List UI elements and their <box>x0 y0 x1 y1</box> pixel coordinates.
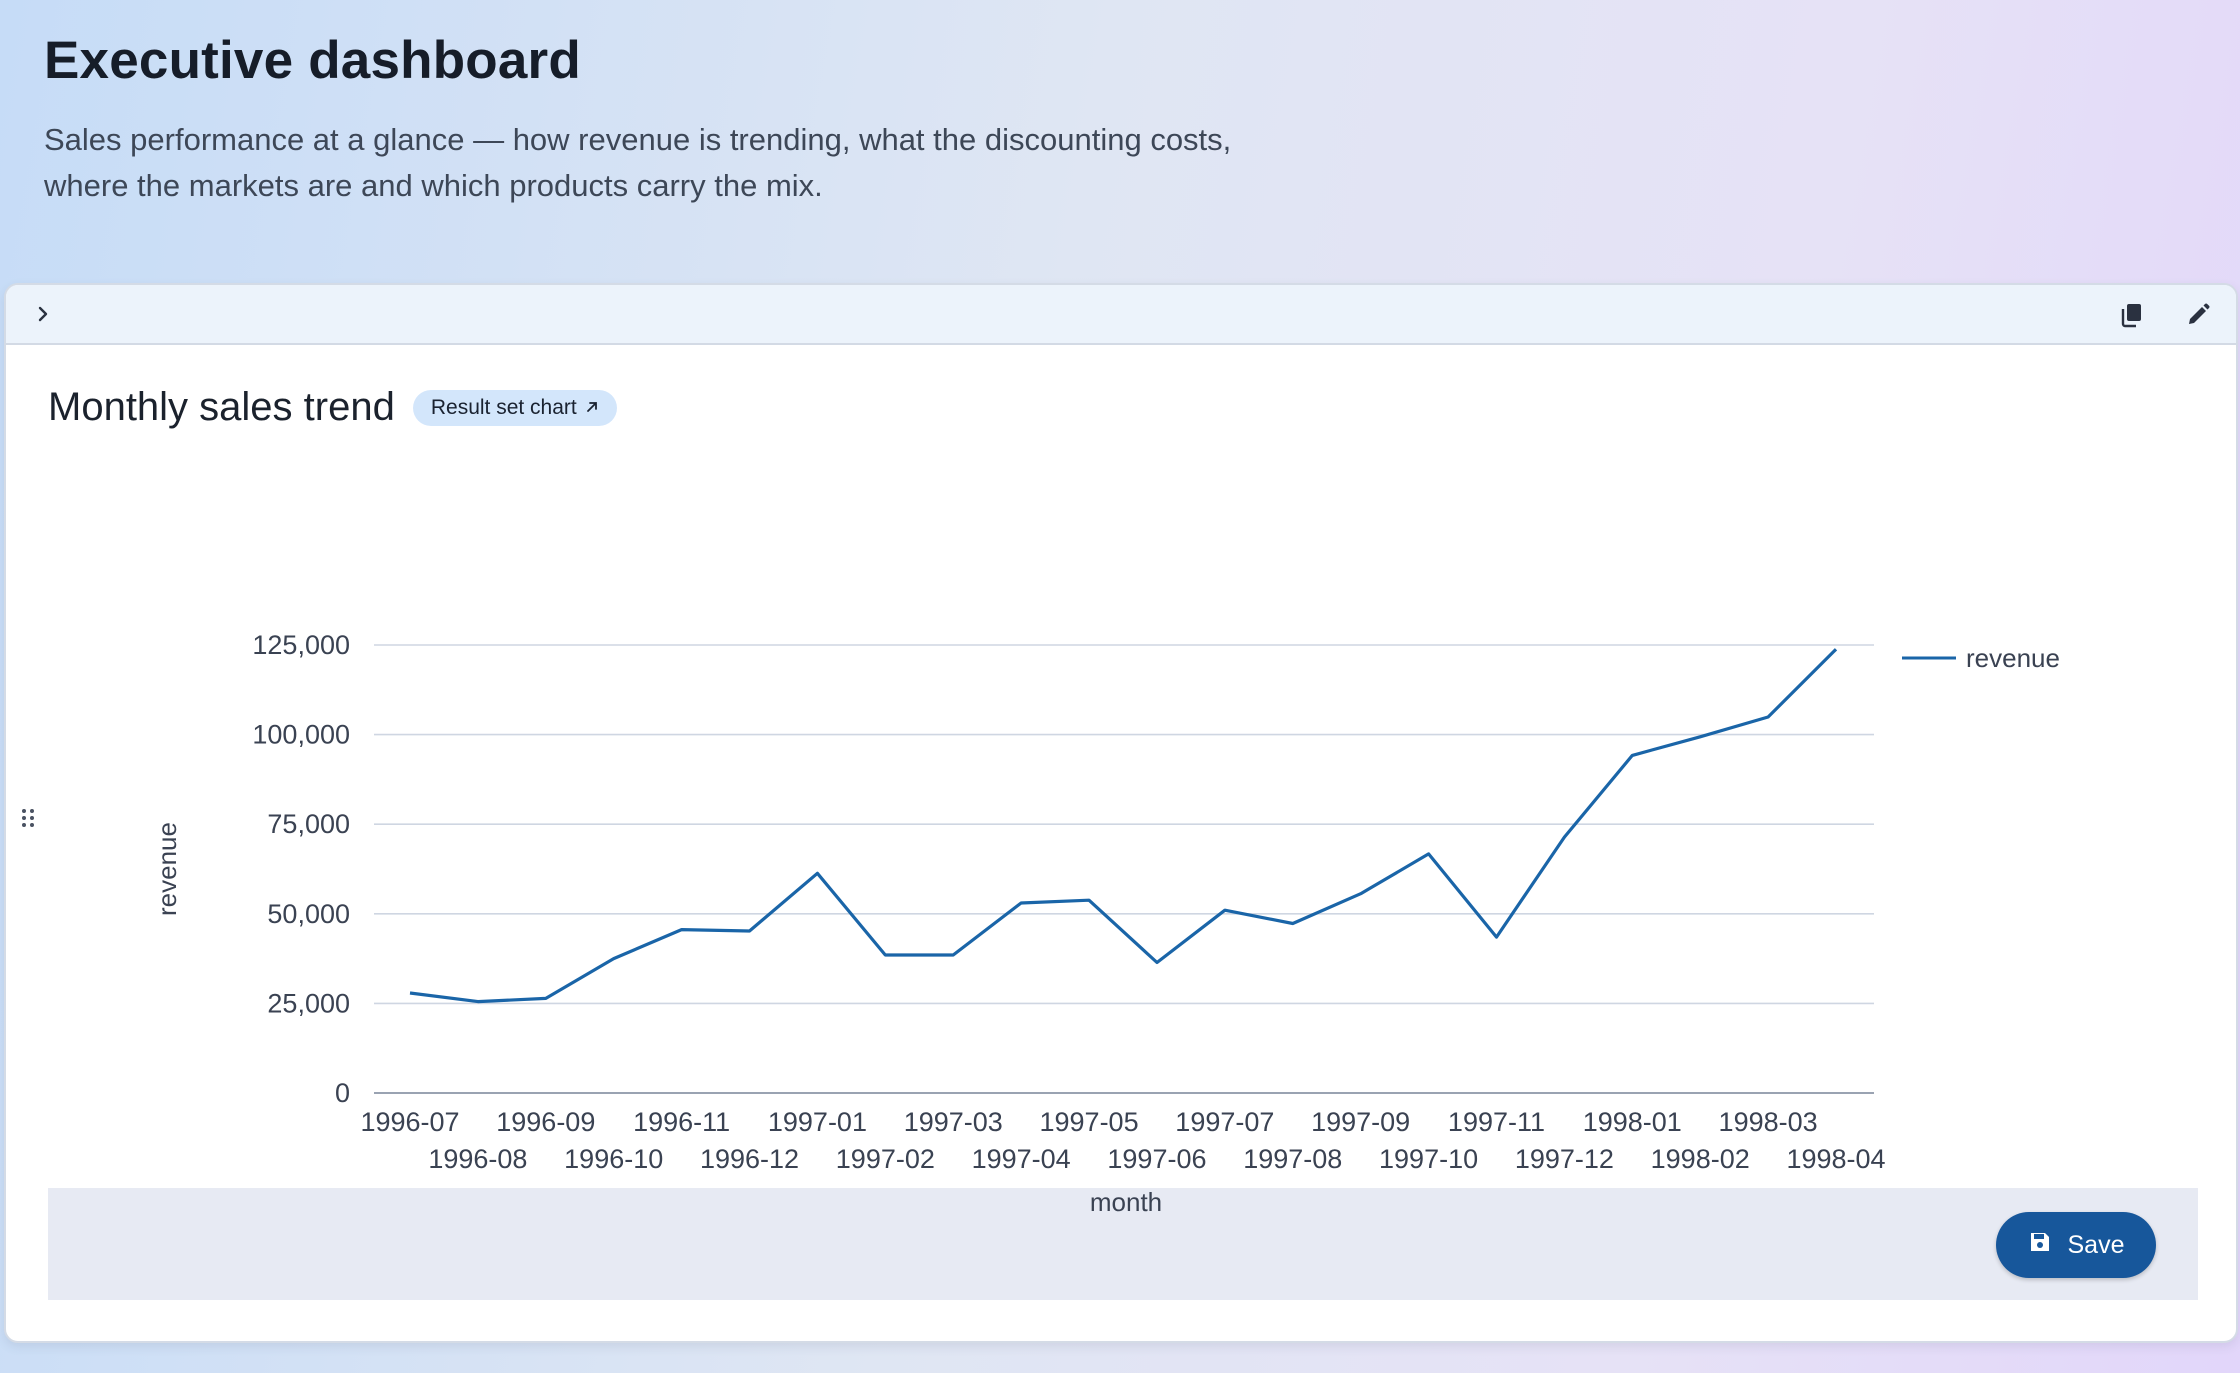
data-point[interactable] <box>1154 960 1160 966</box>
data-point[interactable] <box>611 956 617 962</box>
x-tick-label: 1997-07 <box>1175 1107 1274 1137</box>
data-point[interactable] <box>950 952 956 958</box>
y-axis: 0 25,000 50,000 75,000 100,000 125,000 <box>252 630 350 1108</box>
data-point[interactable] <box>1697 734 1703 740</box>
data-point[interactable] <box>747 928 753 934</box>
data-point[interactable] <box>543 995 549 1001</box>
y-tick-label: 50,000 <box>267 899 350 929</box>
data-point[interactable] <box>407 990 413 996</box>
x-axis: 1996-07 1996-08 1996-09 1996-10 1996-11 1996-… <box>360 1107 1885 1174</box>
x-tick-label: 1997-09 <box>1311 1107 1410 1137</box>
chevron-right-icon[interactable] <box>28 299 58 329</box>
data-point[interactable] <box>475 999 481 1005</box>
chart-footer-strip <box>48 1188 2198 1300</box>
x-tick-label: 1997-02 <box>836 1144 935 1174</box>
legend-label: revenue <box>1966 643 2060 673</box>
y-tick-label: 25,000 <box>267 988 350 1018</box>
chart-grid <box>374 644 1874 1094</box>
y-tick-label: 0 <box>335 1078 350 1108</box>
x-tick-label: 1996-09 <box>496 1107 595 1137</box>
result-set-chart-badge[interactable]: Result set chart <box>412 389 617 426</box>
x-tick-label: 1997-11 <box>1448 1107 1545 1137</box>
data-point[interactable] <box>814 870 820 876</box>
data-point[interactable] <box>1290 920 1296 926</box>
x-tick-label: 1997-01 <box>768 1107 867 1137</box>
page-header: Executive dashboard Sales performance at… <box>44 30 1294 209</box>
arrow-up-right-icon <box>585 396 599 420</box>
panel-toolbar <box>6 285 2236 345</box>
line-chart: 0 25,000 50,000 75,000 100,000 125,000 1996-0… <box>152 630 2060 1217</box>
card-header: Monthly sales trend Result set chart <box>48 385 617 430</box>
data-point[interactable] <box>1086 897 1092 903</box>
dashboard-panel: Monthly sales trend Result set chart 0 25… <box>4 283 2238 1343</box>
data-point[interactable] <box>679 927 685 933</box>
copy-icon[interactable] <box>2116 299 2148 331</box>
x-tick-label: 1997-12 <box>1515 1144 1614 1174</box>
pencil-icon[interactable] <box>2182 299 2214 331</box>
x-tick-label: 1998-02 <box>1651 1144 1750 1174</box>
data-point[interactable] <box>1833 646 1839 652</box>
drag-handle-icon[interactable] <box>16 803 40 833</box>
x-tick-label: 1997-03 <box>904 1107 1003 1137</box>
x-tick-label: 1997-08 <box>1243 1144 1342 1174</box>
data-point[interactable] <box>1765 714 1771 720</box>
chart-series <box>407 646 1839 1005</box>
x-tick-label: 1998-03 <box>1719 1107 1818 1137</box>
x-tick-label: 1996-11 <box>633 1107 730 1137</box>
page-subtitle: Sales performance at a glance — how reve… <box>44 122 1232 203</box>
page-title: Executive dashboard <box>44 31 581 90</box>
y-tick-label: 125,000 <box>252 630 350 660</box>
data-point[interactable] <box>1561 834 1567 840</box>
x-tick-label: 1996-07 <box>360 1107 459 1137</box>
data-point[interactable] <box>882 952 888 958</box>
save-label: Save <box>2067 1230 2125 1259</box>
data-point[interactable] <box>1629 752 1635 758</box>
x-tick-label: 1997-04 <box>972 1144 1071 1174</box>
badge-label: Result set chart <box>430 395 577 419</box>
data-point[interactable] <box>1222 907 1228 913</box>
x-tick-label: 1996-12 <box>700 1144 799 1174</box>
data-point[interactable] <box>1018 900 1024 906</box>
x-tick-label: 1998-04 <box>1786 1144 1885 1174</box>
series-line[interactable] <box>409 648 1838 1004</box>
x-axis-label: month <box>1090 1187 1162 1217</box>
x-tick-label: 1997-10 <box>1379 1144 1478 1174</box>
chart-title: Monthly sales trend <box>48 385 395 429</box>
x-tick-label: 1997-05 <box>1040 1107 1139 1137</box>
x-tick-label: 1996-08 <box>428 1144 527 1174</box>
y-tick-label: 100,000 <box>252 720 350 750</box>
x-tick-label: 1998-01 <box>1583 1107 1682 1137</box>
data-point[interactable] <box>1426 851 1432 857</box>
data-point[interactable] <box>1358 891 1364 897</box>
floppy-disk-icon <box>2028 1230 2052 1261</box>
data-point[interactable] <box>1493 934 1499 940</box>
y-axis-label: revenue <box>152 822 182 916</box>
chart-legend[interactable]: revenue <box>1902 643 2060 673</box>
x-tick-label: 1996-10 <box>564 1144 663 1174</box>
x-tick-label: 1997-06 <box>1107 1144 1206 1174</box>
save-button[interactable]: Save <box>1996 1212 2156 1278</box>
y-tick-label: 75,000 <box>267 809 350 839</box>
